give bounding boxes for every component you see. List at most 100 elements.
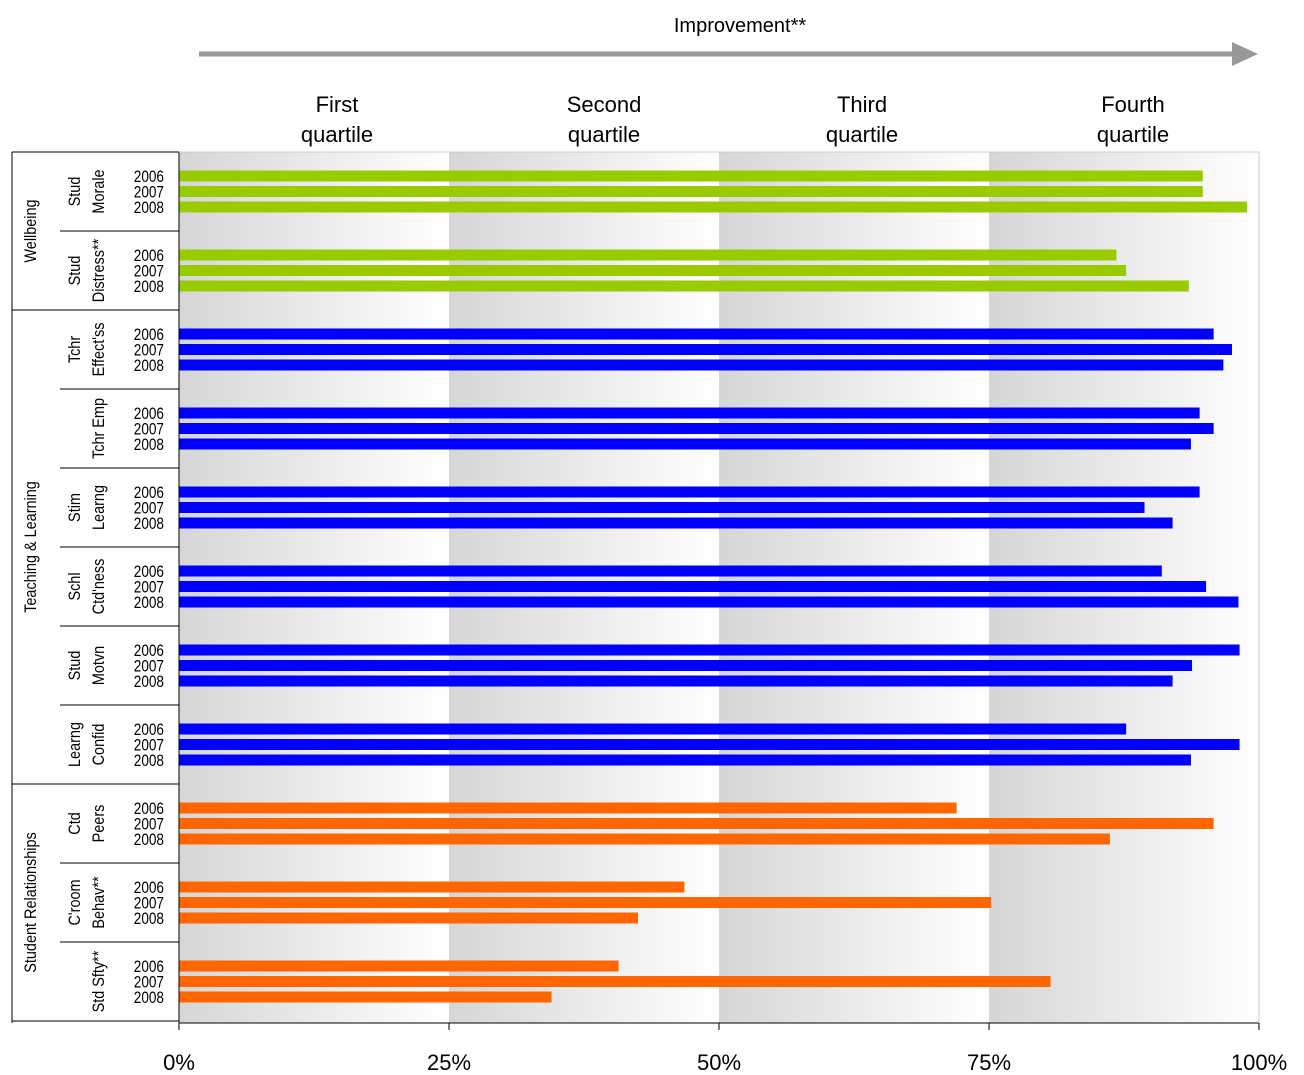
bar <box>179 660 1193 671</box>
quartile-label-line2: quartile <box>568 122 640 147</box>
measure-label-line2: Ctd'ness <box>90 559 108 615</box>
measure-label-line2: Distress** <box>90 239 108 302</box>
year-label: 2008 <box>134 910 164 929</box>
year-label: 2006 <box>134 168 164 187</box>
bar <box>179 802 957 814</box>
arrow-head-icon <box>1232 42 1258 66</box>
bar <box>179 265 1127 276</box>
bar <box>179 897 992 908</box>
quartile-label-line1: Second <box>567 92 642 117</box>
quartile-label-line2: quartile <box>826 122 898 147</box>
measure-label: Std Sfty** <box>90 951 108 1013</box>
bar <box>179 991 552 1003</box>
year-label: 2006 <box>134 326 164 345</box>
measure-label-line1: Tchr <box>66 336 84 363</box>
bar <box>179 438 1191 450</box>
bar <box>179 359 1224 371</box>
x-tick-label: 50% <box>697 1050 741 1075</box>
bar <box>179 754 1191 766</box>
year-label: 2007 <box>134 499 164 518</box>
bar <box>179 739 1240 750</box>
bar <box>179 423 1214 434</box>
quartile-labels: First quartile Second quartile Third quartile… <box>301 92 1169 147</box>
year-label: 2006 <box>134 642 164 661</box>
quartile-label-line2: quartile <box>1097 122 1169 147</box>
measure-label-line2: Motvn <box>90 646 108 685</box>
bar <box>179 596 1239 608</box>
year-label: 2006 <box>134 563 164 582</box>
year-label: 2008 <box>134 515 164 534</box>
bar <box>179 912 638 924</box>
quartile-label-line1: Fourth <box>1101 92 1165 117</box>
measure-label-line1: C'room <box>66 879 84 925</box>
year-label: 2007 <box>134 262 164 281</box>
bar <box>179 502 1145 513</box>
x-tick-label: 25% <box>427 1050 471 1075</box>
year-label: 2007 <box>134 420 164 439</box>
bar <box>179 581 1207 592</box>
measure-label-line1: Stim <box>66 493 84 522</box>
year-label: 2008 <box>134 436 164 455</box>
measure-label-line1: Schl <box>66 572 84 600</box>
year-label: 2006 <box>134 800 164 819</box>
year-label: 2007 <box>134 894 164 913</box>
measure-label-line2: Learng <box>90 485 108 530</box>
year-label: 2007 <box>134 183 164 202</box>
bar <box>179 517 1173 529</box>
year-label: 2006 <box>134 484 164 503</box>
group-label: Teaching & Learning <box>22 481 40 613</box>
year-label: 2008 <box>134 278 164 297</box>
chart-title: Improvement** <box>674 15 806 37</box>
quartile-label-line2: quartile <box>301 122 373 147</box>
year-label: 2006 <box>134 405 164 424</box>
bar <box>179 976 1051 987</box>
year-label: 2007 <box>134 657 164 676</box>
measure-label-line2: Confid <box>90 724 108 766</box>
year-label: 2008 <box>134 594 164 613</box>
measure-label-line1: Ctd <box>66 812 84 834</box>
year-label: 2006 <box>134 879 164 898</box>
bar <box>179 881 685 893</box>
x-tick-label: 75% <box>967 1050 1011 1075</box>
year-label: 2008 <box>134 199 164 218</box>
bar <box>179 960 619 972</box>
bar <box>179 170 1203 182</box>
measure-label-line2: Peers <box>90 805 108 843</box>
bar <box>179 818 1214 829</box>
year-label: 2008 <box>134 831 164 850</box>
measure-label-line1: Stud <box>66 651 84 681</box>
year-label: 2008 <box>134 357 164 376</box>
bar <box>179 328 1214 340</box>
bar <box>179 280 1189 292</box>
year-label: 2008 <box>134 673 164 692</box>
x-tick-label: 0% <box>163 1050 195 1075</box>
year-label: 2007 <box>134 736 164 755</box>
bar <box>179 644 1240 656</box>
quartile-label-line1: First <box>316 92 359 117</box>
measure-label-line2: Morale <box>90 169 108 213</box>
bar <box>179 186 1203 197</box>
improvement-arrow <box>199 42 1258 66</box>
quartile-label-line1: Third <box>837 92 887 117</box>
year-label: 2008 <box>134 752 164 771</box>
year-label: 2007 <box>134 578 164 597</box>
year-label: 2006 <box>134 247 164 266</box>
year-label: 2007 <box>134 973 164 992</box>
measure-label-line2: Effect'ss <box>90 322 108 376</box>
bar <box>179 723 1127 735</box>
year-label: 2008 <box>134 989 164 1008</box>
group-label: Student Relationships <box>22 832 40 973</box>
year-label: 2006 <box>134 721 164 740</box>
bar <box>179 675 1173 687</box>
year-label: 2007 <box>134 341 164 360</box>
x-tick-labels: 0% 25% 50% 75% 100% <box>163 1050 1287 1075</box>
bar <box>179 565 1162 577</box>
bar <box>179 344 1232 355</box>
bars <box>179 170 1248 1003</box>
measure-label-line1: Learng <box>66 722 84 767</box>
bar <box>179 486 1200 498</box>
group-label: Wellbeing <box>22 199 40 262</box>
x-tick-label: 100% <box>1231 1050 1287 1075</box>
measure-label: Tchr Emp <box>90 398 108 459</box>
